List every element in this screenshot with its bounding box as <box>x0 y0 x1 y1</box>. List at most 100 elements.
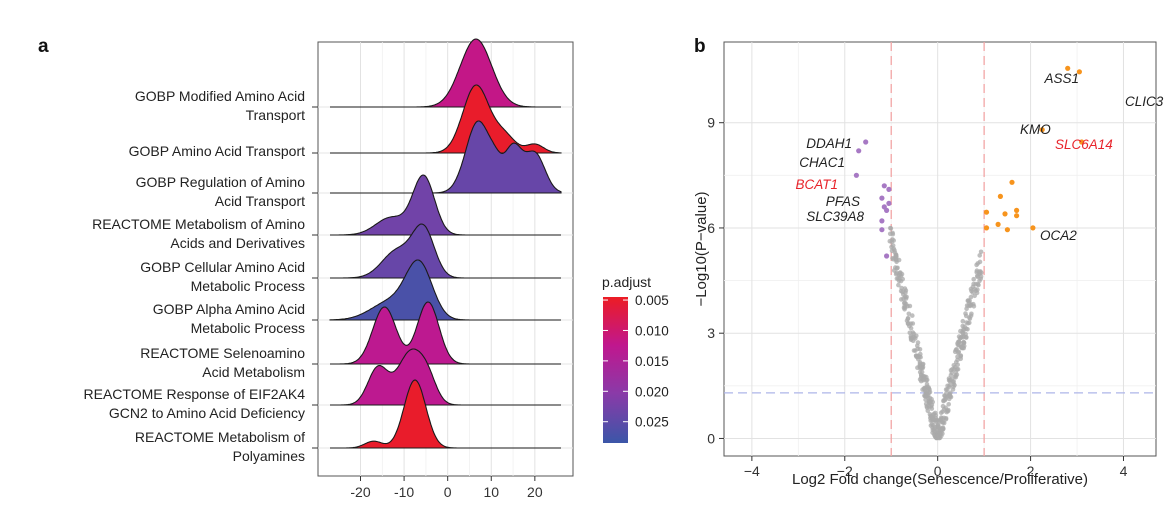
ns-point <box>930 399 935 405</box>
panel-a-x-ticks: -20 -10 0 10 20 <box>350 476 543 500</box>
ridge-7 <box>330 301 561 365</box>
x-tick-label: -20 <box>350 484 370 500</box>
gene-label: CHAC1 <box>799 155 845 170</box>
gene-label: CLIC3 <box>1125 94 1164 109</box>
legend-title: p.adjust <box>602 274 651 290</box>
gene-label: PFAS <box>826 194 860 209</box>
down-point <box>879 227 885 233</box>
ns-point <box>914 354 919 360</box>
term-label: Polyamines <box>233 448 305 464</box>
legend-ticks: 0.005 0.010 0.015 0.020 0.025 <box>603 293 669 430</box>
ns-point <box>934 418 939 423</box>
ns-point <box>941 398 946 403</box>
x-tick-label: 4 <box>1120 463 1128 479</box>
term-label: Metabolic Process <box>191 278 305 294</box>
down-point <box>879 195 885 201</box>
up-point <box>1076 69 1082 75</box>
ns-point <box>930 412 936 418</box>
term-label: REACTOME Metabolism of Amino <box>92 216 305 232</box>
panel-b-plot-border <box>723 41 1157 457</box>
up-point <box>1002 211 1008 217</box>
ridge-9 <box>330 379 561 449</box>
ns-point <box>902 305 908 310</box>
legend-tick-label: 0.020 <box>635 384 669 399</box>
ns-point <box>918 354 923 360</box>
up-point <box>1065 65 1071 71</box>
down-point <box>886 200 892 206</box>
x-tick-label: 20 <box>527 484 543 500</box>
threshold-lines <box>724 42 1156 456</box>
ns-point <box>977 271 983 276</box>
ns-point <box>918 372 924 378</box>
ns-point <box>940 409 945 414</box>
ns-point <box>948 373 954 378</box>
ns-point <box>964 320 969 325</box>
ns-point <box>889 248 895 254</box>
panel-a-ridges <box>329 38 562 449</box>
ridge-4 <box>330 174 561 236</box>
ns-point <box>958 354 963 359</box>
y-tick-label: 6 <box>707 220 715 236</box>
up-point <box>995 221 1001 227</box>
gene-label: OCA2 <box>1040 228 1077 243</box>
panel-b-volcano-plot: b ASS1 CLIC3 KMO SLC6A14 OCA2 DDAH1 CHAC1 BCAT1… <box>693 36 1164 488</box>
x-tick-label: -10 <box>394 484 414 500</box>
gene-label: SLC39A8 <box>806 209 864 224</box>
gene-label: KMO <box>1020 122 1051 137</box>
panel-letter-b: b <box>694 36 706 57</box>
ns-point <box>907 330 913 336</box>
term-label: GCN2 to Amino Acid Deficiency <box>109 405 305 421</box>
ns-point <box>969 311 974 317</box>
legend-tick-label: 0.025 <box>635 415 669 430</box>
ns-point <box>950 379 955 385</box>
panel-b-ticks: −4 −2 0 2 4 0 3 6 9 <box>707 115 1127 479</box>
ns-point <box>953 375 959 380</box>
ns-point <box>951 363 957 368</box>
ns-point <box>907 323 912 329</box>
term-label: Metabolic Process <box>191 320 305 336</box>
down-point <box>879 218 885 224</box>
up-point <box>1014 207 1020 213</box>
ns-point <box>888 225 893 231</box>
x-axis-title: Log2 Fold change(Senescence/Proliferativ… <box>792 471 1088 488</box>
ns-point <box>900 289 905 295</box>
ns-point <box>942 393 947 398</box>
ns-point <box>965 327 970 332</box>
ns-point <box>945 387 950 392</box>
ns-point <box>910 313 915 318</box>
up-point <box>1039 127 1045 133</box>
ns-point <box>935 424 940 429</box>
down-point <box>886 186 892 192</box>
ns-point <box>971 276 976 282</box>
ns-point <box>907 303 913 309</box>
ns-point <box>961 340 967 346</box>
ns-point <box>943 405 948 411</box>
ns-point <box>967 316 973 321</box>
ridge-5 <box>330 223 561 279</box>
panel-b-points <box>853 65 1085 441</box>
legend-tick-label: 0.005 <box>635 293 669 308</box>
down-point <box>884 207 890 213</box>
panel-letter-a: a <box>38 36 49 57</box>
down-point <box>856 148 862 154</box>
ns-point <box>933 433 939 438</box>
ns-point <box>891 268 897 273</box>
ns-point <box>890 255 895 261</box>
ns-point <box>906 311 912 317</box>
ns-point <box>922 388 928 393</box>
up-point <box>1014 213 1020 219</box>
ns-point <box>902 300 908 306</box>
ns-point <box>978 249 984 255</box>
ns-point <box>910 321 916 326</box>
ns-point <box>948 393 953 399</box>
term-label: REACTOME Metabolism of <box>135 429 305 445</box>
ns-point <box>937 432 942 438</box>
ns-point <box>972 286 978 292</box>
ns-point <box>915 340 921 345</box>
gene-label: BCAT1 <box>795 177 838 192</box>
x-tick-label: 10 <box>483 484 499 500</box>
ns-point <box>968 294 974 300</box>
ns-point <box>938 426 944 432</box>
ns-point <box>910 338 916 344</box>
